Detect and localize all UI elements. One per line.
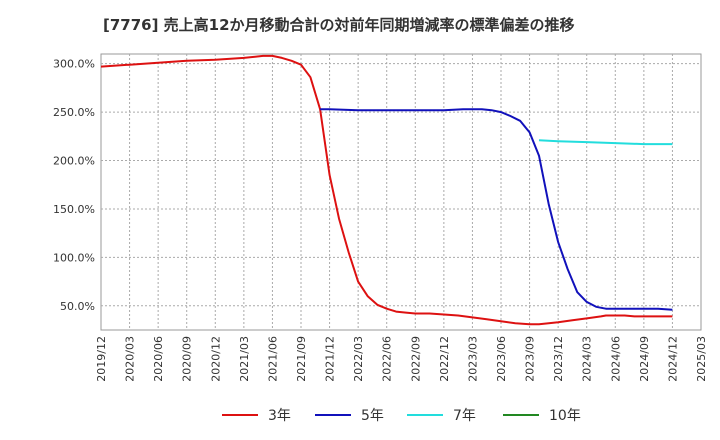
- x-tick-labels: 2019/12 2020/03 2020/06 2020/09 2020/12 2021/…: [95, 336, 708, 382]
- x-tick-label: 2019/12: [95, 336, 108, 382]
- legend-item: 7年: [407, 404, 476, 426]
- legend-label: 7年: [453, 408, 476, 424]
- x-tick-label: 2024/09: [638, 336, 651, 382]
- series-lines: [100, 54, 673, 326]
- y-tick-label: 200.0%: [53, 155, 95, 168]
- plot-area: [100, 53, 702, 331]
- x-tick-label: 2021/03: [238, 336, 251, 382]
- x-tick-label: 2021/06: [266, 336, 279, 382]
- x-tick-label: 2020/03: [124, 336, 137, 382]
- x-tick-label: 2020/12: [209, 336, 222, 382]
- legend-item: 3年: [222, 404, 291, 426]
- chart-plot: 50.0% 100.0% 150.0% 200.0% 250.0% 300.0% 2019…: [53, 53, 708, 382]
- x-tick-label: 2022/03: [352, 336, 365, 382]
- series-line-3年: [100, 54, 673, 326]
- x-tick-label: 2022/06: [381, 336, 394, 382]
- x-tick-label: 2024/12: [666, 336, 679, 382]
- series-line-5年: [320, 108, 673, 311]
- x-tick-label: 2021/12: [324, 336, 337, 382]
- series-line-7年: [538, 139, 673, 146]
- x-tick-label: 2022/09: [409, 336, 422, 382]
- legend-swatch: [315, 414, 351, 416]
- legend-swatch: [222, 414, 258, 416]
- legend-swatch: [503, 414, 539, 416]
- x-tick-label: 2022/12: [438, 336, 451, 382]
- legend-label: 5年: [361, 408, 384, 424]
- x-tick-label: 2024/03: [581, 336, 594, 382]
- grid-x: [129, 54, 673, 330]
- y-tick-label: 300.0%: [53, 58, 95, 71]
- x-tick-label: 2023/12: [552, 336, 565, 382]
- x-tick-label: 2021/09: [295, 336, 308, 382]
- legend: 3年 5年 7年 10年: [0, 404, 720, 428]
- x-tick-label: 2023/06: [495, 336, 508, 382]
- y-tick-label: 250.0%: [53, 106, 95, 119]
- x-tick-label: 2023/03: [466, 336, 479, 382]
- x-tick-label: 2025/03: [695, 336, 708, 382]
- x-tick-label: 2023/09: [524, 336, 537, 382]
- x-tick-label: 2020/06: [152, 336, 165, 382]
- legend-item: 5年: [315, 404, 384, 426]
- x-tick-label: 2020/09: [181, 336, 194, 382]
- y-tick-label: 50.0%: [60, 300, 95, 313]
- chart-title: [7776] 売上高12か月移動合計の対前年同期増減率の標準偏差の推移: [103, 16, 575, 34]
- grid-y: [101, 63, 701, 307]
- legend-label: 3年: [268, 408, 291, 424]
- legend-item: 10年: [503, 404, 581, 426]
- legend-swatch: [407, 414, 443, 416]
- y-tick-labels: 50.0% 100.0% 150.0% 200.0% 250.0% 300.0%: [53, 58, 95, 313]
- y-tick-label: 150.0%: [53, 203, 95, 216]
- y-tick-label: 100.0%: [53, 251, 95, 264]
- legend-label: 10年: [549, 408, 581, 424]
- x-tick-label: 2024/06: [609, 336, 622, 382]
